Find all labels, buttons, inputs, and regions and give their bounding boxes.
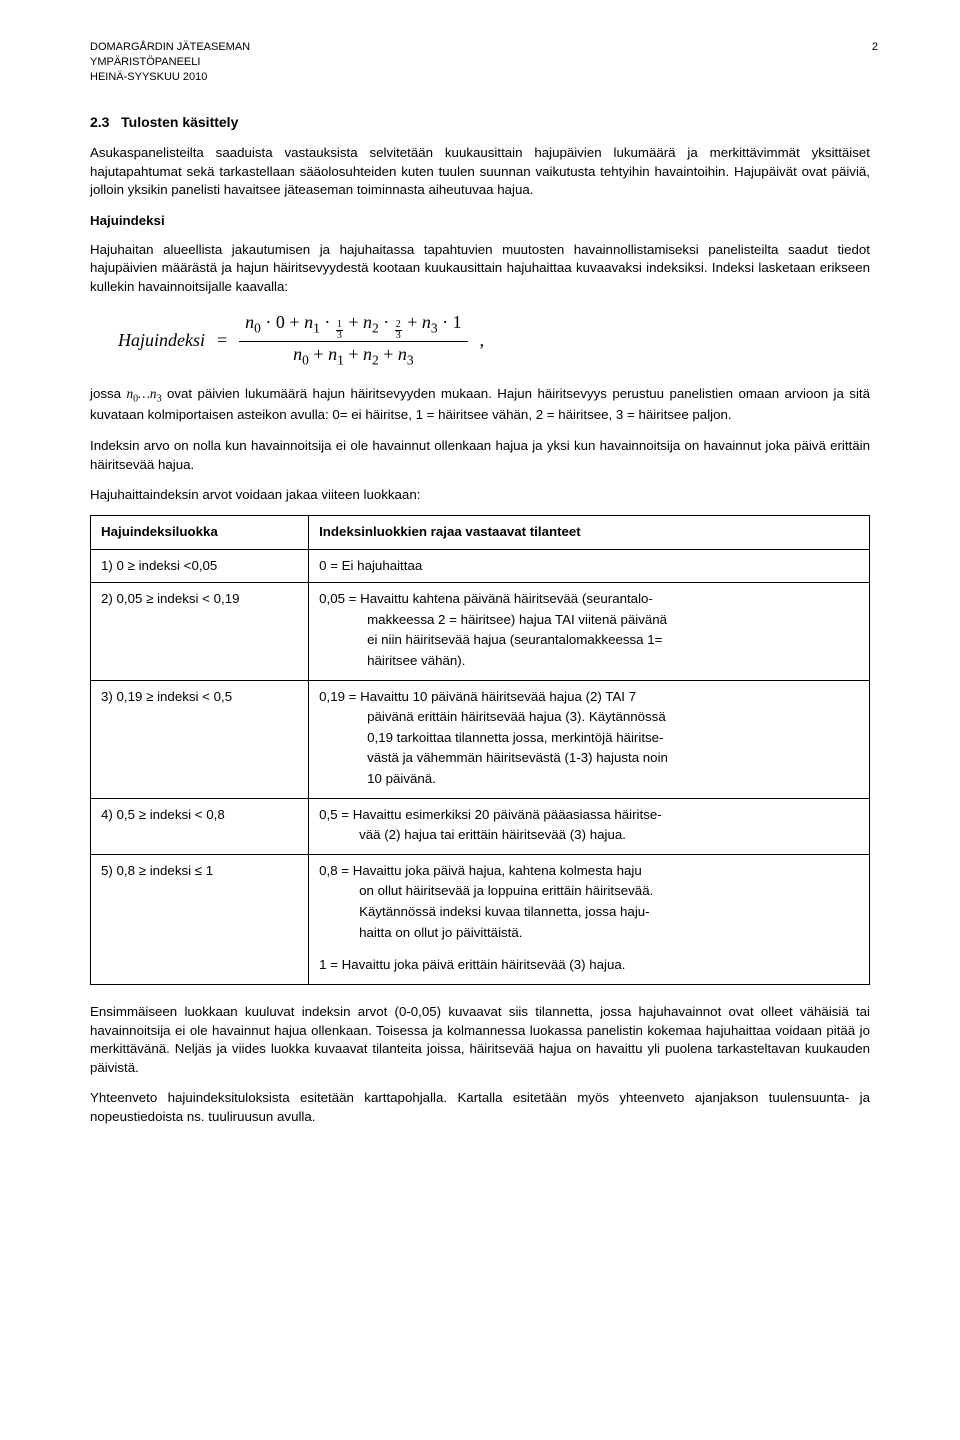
formula-denominator: n0 + n1 + n2 + n3 — [287, 342, 419, 370]
section-title-text: Tulosten käsittely — [121, 114, 238, 130]
paragraph-5: Hajuhaittaindeksin arvot voidaan jakaa v… — [90, 486, 870, 505]
paragraph-7: Yhteenveto hajuindeksituloksista esitetä… — [90, 1089, 870, 1126]
p3-pre: jossa — [90, 386, 126, 401]
table-cell-desc-b: 1 = Havaittu joka päivä erittäin häirits… — [319, 956, 859, 975]
table-header-1: Hajuindeksiluokka — [91, 515, 309, 549]
document-page: 2 DOMARGÅRDIN JÄTEASEMAN YMPÄRISTÖPANEEL… — [0, 0, 960, 1440]
paragraph-1: Asukaspanelisteilta saaduista vastauksis… — [90, 144, 870, 200]
table-header-row: Hajuindeksiluokka Indeksinluokkien rajaa… — [91, 515, 870, 549]
page-header: DOMARGÅRDIN JÄTEASEMAN YMPÄRISTÖPANEELI … — [90, 40, 870, 85]
table-cell-class: 2) 0,05 ≥ indeksi < 0,19 — [91, 583, 309, 680]
index-class-table: Hajuindeksiluokka Indeksinluokkien rajaa… — [90, 515, 870, 985]
formula-comma: , — [480, 328, 485, 353]
table-row: 1) 0 ≥ indeksi <0,05 0 = Ei hajuhaittaa — [91, 549, 870, 583]
paragraph-2: Hajuhaitan alueellista jakautumisen ja h… — [90, 241, 870, 297]
formula-fraction: n0 · 0 + n1 · 13 + n2 · 23 + n3 · 1 n0 +… — [239, 310, 467, 370]
table-cell-class: 4) 0,5 ≥ indeksi < 0,8 — [91, 798, 309, 854]
formula-numerator: n0 · 0 + n1 · 13 + n2 · 23 + n3 · 1 — [239, 310, 467, 342]
formula-lhs: Hajuindeksi — [118, 328, 205, 353]
paragraph-4: Indeksin arvo on nolla kun havainnoitsij… — [90, 437, 870, 474]
paragraph-3: jossa n0…n3 ovat päivien lukumäärä hajun… — [90, 385, 870, 425]
table-cell-class: 5) 0,8 ≥ indeksi ≤ 1 — [91, 854, 309, 984]
table-cell-class: 1) 0 ≥ indeksi <0,05 — [91, 549, 309, 583]
table-row: 3) 0,19 ≥ indeksi < 0,5 0,19 = Havaittu … — [91, 680, 870, 798]
table-cell-desc: 0,05 = Havaittu kahtena päivänä häiritse… — [309, 583, 870, 680]
section-title: 2.3 Tulosten käsittely — [90, 113, 870, 133]
subheading-hajuindeksi: Hajuindeksi — [90, 212, 870, 231]
page-number: 2 — [872, 40, 878, 55]
header-line-3: HEINÄ-SYYSKUU 2010 — [90, 70, 870, 85]
equals-sign: = — [217, 328, 227, 353]
header-line-1: DOMARGÅRDIN JÄTEASEMAN — [90, 40, 870, 55]
p3-mid: ovat päivien lukumäärä hajun häiritsevyy… — [90, 386, 870, 423]
table-row: 4) 0,5 ≥ indeksi < 0,8 0,5 = Havaittu es… — [91, 798, 870, 854]
table-cell-desc: 0,19 = Havaittu 10 päivänä häiritsevää h… — [309, 680, 870, 798]
table-cell-desc: 0,8 = Havaittu joka päivä hajua, kahtena… — [309, 854, 870, 984]
table-row: 5) 0,8 ≥ indeksi ≤ 1 0,8 = Havaittu joka… — [91, 854, 870, 984]
header-line-2: YMPÄRISTÖPANEELI — [90, 55, 870, 70]
table-row: 2) 0,05 ≥ indeksi < 0,19 0,05 = Havaittu… — [91, 583, 870, 680]
table-cell-desc: 0,5 = Havaittu esimerkiksi 20 päivänä pä… — [309, 798, 870, 854]
paragraph-6: Ensimmäiseen luokkaan kuuluvat indeksin … — [90, 1003, 870, 1077]
table-header-2: Indeksinluokkien rajaa vastaavat tilante… — [309, 515, 870, 549]
table-cell-class: 3) 0,19 ≥ indeksi < 0,5 — [91, 680, 309, 798]
formula: Hajuindeksi = n0 · 0 + n1 · 13 + n2 · 23… — [118, 310, 870, 370]
table-cell-desc: 0 = Ei hajuhaittaa — [309, 549, 870, 583]
section-number: 2.3 — [90, 114, 109, 130]
